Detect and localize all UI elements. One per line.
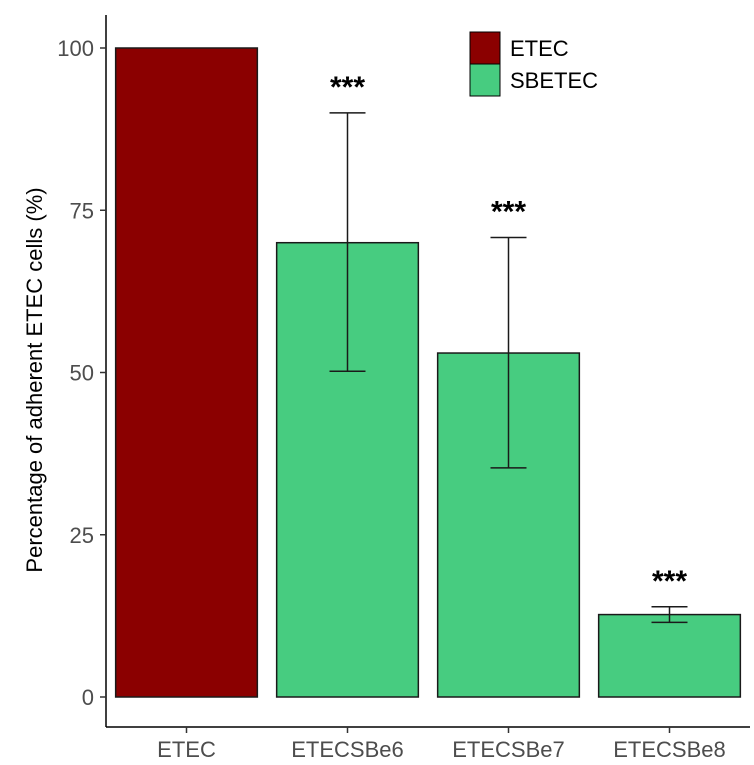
significance-label-etecsbe8: ***	[652, 565, 687, 598]
axes	[105, 15, 750, 728]
y-tick-label-0: 0	[82, 685, 94, 710]
bar-etecsbe8	[597, 613, 742, 698]
x-tick-label-etecsbe7: ETECSBe7	[452, 737, 565, 762]
x-axis-ticks: ETEC ETECSBe6 ETECSBe7 ETECSBe8	[157, 727, 726, 762]
x-tick-label-etecsbe8: ETECSBe8	[613, 737, 726, 762]
significance-label-etecsbe7: ***	[491, 196, 526, 229]
y-tick-label-50: 50	[70, 361, 94, 386]
legend-label-etec: ETEC	[510, 36, 569, 61]
y-tick-label-25: 25	[70, 523, 94, 548]
significance-markers: *** *** ***	[330, 71, 687, 598]
x-tick-label-etec: ETEC	[157, 737, 216, 762]
significance-label-etecsbe6: ***	[330, 71, 365, 104]
bar-etec	[114, 47, 259, 698]
error-bars	[329, 112, 688, 624]
x-tick-label-etecsbe6: ETECSBe6	[291, 737, 404, 762]
legend: ETEC SBETEC	[469, 31, 598, 97]
legend-swatch-etec	[469, 31, 501, 65]
legend-label-sbetec: SBETEC	[510, 68, 598, 93]
y-tick-label-75: 75	[70, 198, 94, 223]
y-tick-label-100: 100	[57, 36, 94, 61]
bars	[114, 47, 742, 698]
y-axis-ticks: 0 25 50 75 100	[57, 36, 106, 710]
y-axis-title: Percentage of adherent ETEC cells (%)	[22, 187, 47, 572]
legend-swatch-sbetec	[469, 63, 501, 97]
